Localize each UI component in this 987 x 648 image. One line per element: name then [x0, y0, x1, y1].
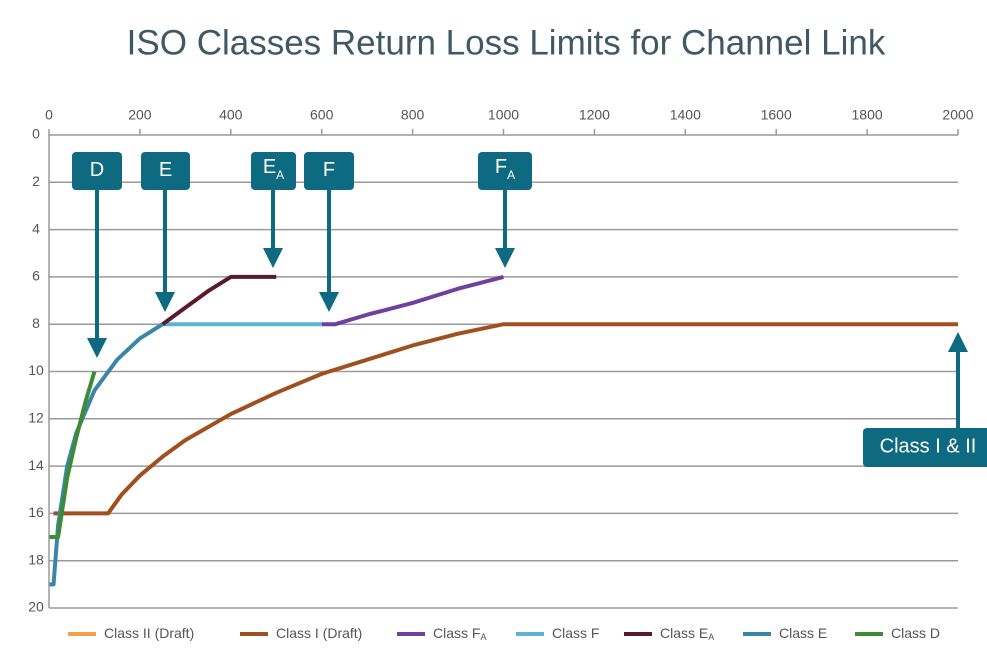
callout-text: Class I & II	[880, 436, 977, 458]
callout-label: Class I & II	[880, 436, 977, 458]
callout-label: EA	[263, 156, 284, 182]
legend-label: Class D	[891, 625, 940, 641]
legend-sub: A	[708, 632, 714, 642]
callout-sub: A	[276, 168, 284, 182]
series-line	[321, 274, 505, 327]
callout-box	[863, 428, 987, 467]
legend-sub: A	[480, 632, 486, 642]
callout-label: F	[323, 159, 335, 181]
callout-arrowhead	[495, 248, 515, 268]
callout-text: F	[495, 156, 507, 178]
x-tick-label: 1800	[852, 107, 883, 123]
x-tick-label: 600	[310, 107, 334, 123]
legend-label: Class E	[779, 625, 827, 641]
legend-name: Class II (Draft)	[104, 625, 194, 641]
callout-text: E	[159, 159, 172, 181]
callout-label: D	[90, 159, 104, 181]
callout-arrowhead	[319, 292, 339, 312]
legend-label: Class I (Draft)	[276, 625, 362, 641]
y-tick-label: 8	[32, 315, 40, 331]
y-tick-label: 12	[28, 410, 44, 426]
callout-box	[141, 152, 190, 190]
x-tick-label: 2000	[942, 107, 973, 123]
y-tick-label: 4	[32, 220, 40, 236]
y-tick-label: 0	[32, 126, 40, 142]
series-line	[49, 322, 164, 587]
callout-sub: A	[507, 168, 515, 182]
x-tick-label: 1400	[670, 107, 701, 123]
y-tick-label: 20	[28, 599, 44, 615]
x-tick-label: 200	[128, 107, 152, 123]
callout-arrowhead	[155, 292, 175, 312]
x-tick-label: 800	[401, 107, 425, 123]
y-tick-label: 14	[28, 457, 44, 473]
x-tick-label: 400	[219, 107, 243, 123]
x-tick-label: 1000	[488, 107, 519, 123]
legend-name: Class I (Draft)	[276, 625, 362, 641]
callout-arrowhead	[948, 332, 968, 352]
y-tick-label: 16	[28, 504, 44, 520]
y-tick-label: 6	[32, 268, 40, 284]
callout-text: D	[90, 159, 104, 181]
y-tick-label: 2	[32, 173, 40, 189]
x-tick-label: 0	[45, 107, 53, 123]
y-tick-label: 10	[28, 362, 44, 378]
x-tick-label: 1200	[579, 107, 610, 123]
series-line	[49, 370, 97, 540]
legend-name: Class E	[660, 625, 708, 641]
chart-title: ISO Classes Return Loss Limits for Chann…	[127, 23, 886, 62]
x-tick-label: 1600	[761, 107, 792, 123]
legend-label: Class F	[552, 625, 599, 641]
callout-text: E	[263, 156, 276, 178]
series-line	[53, 322, 958, 516]
callout-box	[251, 152, 296, 190]
callout-arrowhead	[87, 338, 107, 358]
legend-name: Class F	[433, 625, 480, 641]
callout-box	[72, 152, 122, 190]
legend-name: Class F	[552, 625, 599, 641]
legend-label: Class FA	[433, 625, 486, 643]
callout-label: E	[159, 159, 172, 181]
legend-label: Class II (Draft)	[104, 625, 194, 641]
callout-box	[478, 152, 532, 190]
callout-label: FA	[495, 156, 515, 182]
legend-name: Class D	[891, 625, 940, 641]
legend-label: Class EA	[660, 625, 714, 643]
series-line	[161, 274, 277, 326]
callout-box	[304, 152, 354, 190]
callout-text: F	[323, 159, 335, 181]
y-tick-label: 18	[28, 551, 44, 567]
callout-arrowhead	[263, 248, 283, 268]
legend-name: Class E	[779, 625, 827, 641]
